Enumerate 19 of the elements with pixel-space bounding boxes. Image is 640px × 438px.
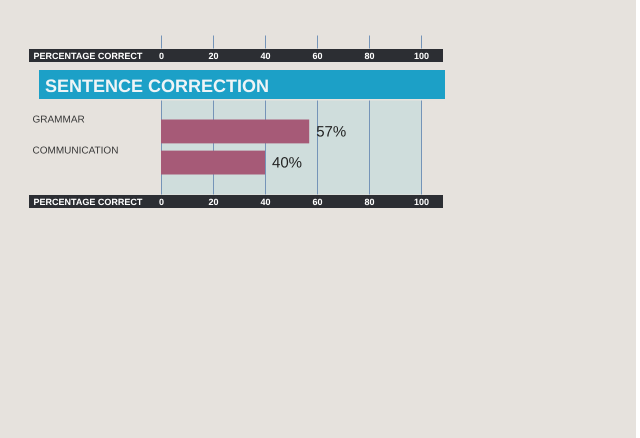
x-tick-label: 60 bbox=[312, 51, 323, 61]
x-tick-label: 20 bbox=[208, 197, 219, 207]
data-label: 57% bbox=[316, 123, 346, 140]
y-tick-label: GRAMMAR bbox=[32, 114, 85, 126]
x-tick-label: 80 bbox=[364, 51, 375, 61]
x-tick-label: 20 bbox=[208, 51, 219, 61]
y-tick-label: COMMUNICATION bbox=[32, 146, 118, 157]
x-tick-label: 100 bbox=[414, 197, 430, 207]
chart-title: SENTENCE CORRECTION bbox=[45, 76, 270, 96]
x-tick-label: 0 bbox=[158, 197, 164, 207]
x-axis-title: PERCENTAGE CORRECT bbox=[34, 197, 143, 207]
x-tick-label: 60 bbox=[312, 197, 323, 207]
x-tick-label: 40 bbox=[260, 51, 271, 61]
x-axis-title: PERCENTAGE CORRECT bbox=[34, 51, 143, 61]
x-tick-label: 80 bbox=[364, 197, 375, 207]
x-tick-label: 40 bbox=[260, 197, 271, 207]
data-label: 40% bbox=[272, 154, 302, 172]
x-tick-label: 0 bbox=[158, 51, 164, 61]
x-tick-label: 100 bbox=[414, 51, 430, 61]
